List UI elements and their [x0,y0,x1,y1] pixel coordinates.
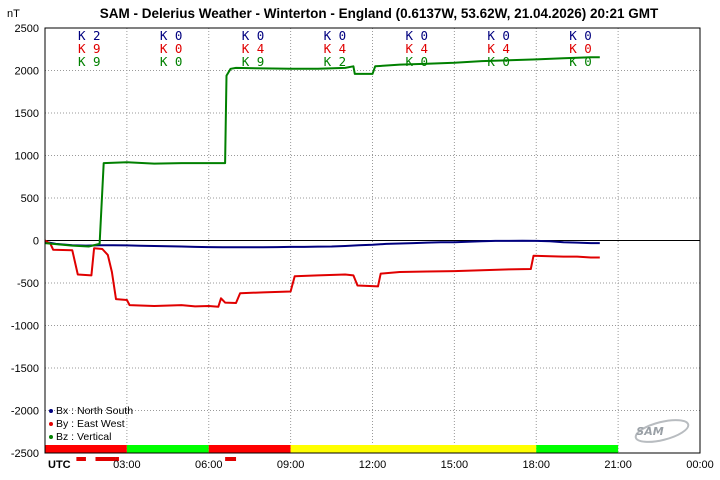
sam-logo: SAM [634,419,690,443]
series-line-2 [44,56,600,248]
k-index-by-3: K 4 [324,41,347,56]
y-tick-label-9: -2000 [11,406,39,418]
legend-marker-0 [49,409,53,413]
logo-text: SAM [636,425,663,438]
k-index-bz-5: K 0 [487,54,510,69]
status-segment-3 [290,445,537,453]
status-segment-4 [536,445,619,453]
x-tick-label-4: 12:00 [359,459,387,471]
y-axis-unit-label: nT [7,8,20,20]
event-mark-3 [225,457,237,461]
k-index-bz-6: K 0 [569,54,592,69]
logo-swoosh-icon [634,419,690,443]
x-axis-tick-labels: UTC 03:00 06:00 09:00 12:00 15:00 18:00 21:00 00… [48,459,714,471]
y-tick-label-2: 1500 [15,108,39,120]
k-index-by-0: K 9 [78,41,101,56]
legend-label-0: Bx : North South [56,405,133,417]
k-index-bx-2: K 0 [242,28,265,43]
y-tick-label-7: -1000 [11,321,39,333]
x-tick-label-5: 15:00 [441,459,469,471]
activity-status-bar [45,445,619,461]
y-tick-label-1: 2000 [15,66,39,78]
grid-lines [45,28,700,453]
x-tick-label-1: 03:00 [113,459,141,471]
k-index-bx-3: K 0 [324,28,347,43]
y-tick-label-6: -500 [17,278,39,290]
k-index-bx-6: K 0 [569,28,592,43]
x-tick-label-0: UTC [48,459,71,471]
event-mark-2 [115,457,119,461]
k-index-bz-3: K 2 [324,54,347,69]
k-index-bz-4: K 0 [406,54,429,69]
k-index-by-4: K 4 [406,41,429,56]
y-tick-label-8: -1500 [11,363,39,375]
x-tick-label-7: 21:00 [604,459,632,471]
series-line-1 [44,239,600,308]
y-axis-tick-labels: 2500 2000 1500 1000 500 0 -500 -1000 -1500 -2000 -… [11,23,39,460]
k-index-by-2: K 4 [242,41,265,56]
event-mark-0 [76,457,86,461]
x-tick-label-6: 18:00 [522,459,550,471]
y-tick-label-5: 0 [33,236,39,248]
k-index-labels: K 2K 9K 9K 0K 0K 0K 0K 4K 9K 0K 4K 2K 0K… [78,28,592,69]
y-tick-label-3: 1000 [15,151,39,163]
status-segment-1 [126,445,209,453]
x-tick-label-3: 09:00 [277,459,305,471]
k-index-bx-1: K 0 [160,28,183,43]
x-tick-label-8: 00:00 [686,459,714,471]
k-index-bz-2: K 9 [242,54,265,69]
plot-frame [44,27,701,454]
event-mark-1 [95,457,116,461]
chart-title: SAM - Delerius Weather - Winterton - Eng… [100,6,659,21]
k-index-bx-4: K 0 [406,28,429,43]
legend-marker-2 [49,435,53,439]
k-index-by-6: K 0 [569,41,592,56]
y-tick-label-4: 500 [21,193,39,205]
series-line-0 [44,239,600,249]
legend-label-1: By : East West [56,418,125,430]
x-tick-label-2: 06:00 [195,459,223,471]
k-index-bz-1: K 0 [160,54,183,69]
k-index-bz-0: K 9 [78,54,101,69]
legend-marker-1 [49,422,53,426]
k-index-bx-0: K 2 [78,28,101,43]
y-tick-label-0: 2500 [15,23,39,35]
series-lines [44,56,600,308]
status-segment-2 [208,445,291,453]
k-index-by-1: K 0 [160,41,183,56]
status-segment-0 [45,445,127,453]
k-index-by-5: K 4 [487,41,510,56]
legend-label-2: Bz : Vertical [56,431,111,443]
k-index-bx-5: K 0 [487,28,510,43]
y-tick-label-10: -2500 [11,448,39,460]
